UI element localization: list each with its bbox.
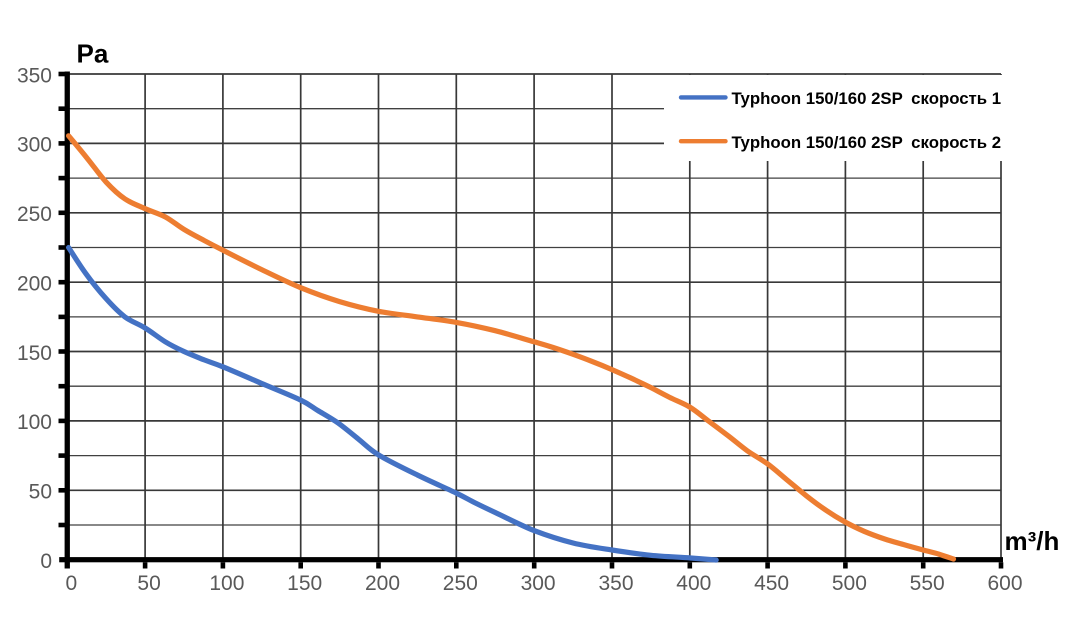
svg-text:50: 50 [29,481,52,504]
svg-text:400: 400 [676,572,711,595]
svg-text:600: 600 [987,572,1022,595]
svg-text:150: 150 [287,572,322,595]
svg-text:Typhoon 150/160 2SP скорость 2: Typhoon 150/160 2SP скорость 2 [732,133,1002,152]
svg-text:150: 150 [17,342,52,365]
svg-text:500: 500 [832,572,867,595]
svg-text:0: 0 [40,550,52,573]
svg-text:100: 100 [209,572,244,595]
svg-text:250: 250 [443,572,478,595]
svg-text:50: 50 [137,572,160,595]
svg-text:250: 250 [17,203,52,226]
svg-text:450: 450 [754,572,789,595]
svg-text:Pa: Pa [77,39,109,69]
svg-text:0: 0 [65,572,77,595]
svg-text:Typhoon 150/160 2SP скорость 1: Typhoon 150/160 2SP скорость 1 [732,89,1002,108]
svg-text:200: 200 [365,572,400,595]
svg-text:350: 350 [598,572,633,595]
svg-text:100: 100 [17,411,52,434]
svg-text:m³/h: m³/h [1005,526,1060,556]
svg-text:300: 300 [17,134,52,157]
svg-text:200: 200 [17,273,52,296]
svg-text:550: 550 [910,572,945,595]
svg-text:350: 350 [17,64,52,87]
svg-text:300: 300 [521,572,556,595]
